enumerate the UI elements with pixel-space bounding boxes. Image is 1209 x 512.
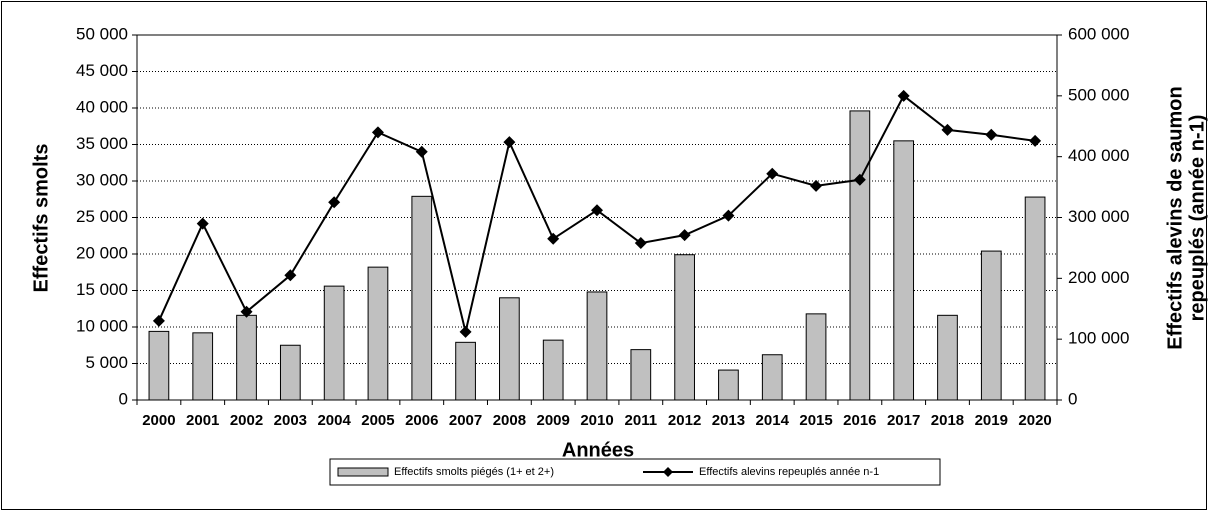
marker xyxy=(328,196,341,209)
y-tick-label: 20 000 xyxy=(76,243,128,262)
marker xyxy=(503,136,516,149)
y2-tick-label: 600 000 xyxy=(1068,24,1129,43)
y-tick-label: 40 000 xyxy=(76,97,128,116)
x-tick-label: 2002 xyxy=(230,412,263,429)
bar xyxy=(455,341,476,401)
x-tick-label: 2003 xyxy=(274,412,307,429)
marker xyxy=(897,89,910,102)
legend-swatch xyxy=(663,467,673,477)
marker xyxy=(853,173,866,186)
bar xyxy=(192,332,214,401)
x-tick-label: 2011 xyxy=(625,412,658,429)
bar xyxy=(805,313,827,401)
x-tick-label: 2001 xyxy=(186,412,219,429)
x-tick-label: 2010 xyxy=(580,412,613,429)
y-tick-label: 25 000 xyxy=(76,207,128,226)
y-tick-label: 35 000 xyxy=(76,134,128,153)
y-tick-label: 15 000 xyxy=(76,280,128,299)
marker xyxy=(547,232,560,245)
bar xyxy=(1024,196,1046,401)
marker xyxy=(766,167,779,180)
marker xyxy=(196,217,209,230)
marker xyxy=(591,204,603,217)
x-tick-label: 2013 xyxy=(712,412,745,429)
legend-label: Effectifs alevins repeuplés année n-1 xyxy=(699,466,879,478)
x-tick-label: 2005 xyxy=(361,412,394,429)
bar xyxy=(367,266,389,401)
y-tick-label: 10 000 xyxy=(76,316,128,335)
bar xyxy=(148,330,170,401)
marker xyxy=(240,305,253,318)
bar xyxy=(937,314,958,401)
marker xyxy=(634,237,647,250)
x-tick-label: 2015 xyxy=(799,412,832,429)
x-tick-label: 2018 xyxy=(931,412,964,429)
bar xyxy=(630,349,652,401)
legend-swatch xyxy=(337,467,389,477)
bar xyxy=(761,354,783,401)
x-tick-label: 2016 xyxy=(843,412,876,429)
legend-label: Effectifs smolts piégés (1+ et 2+) xyxy=(394,466,554,478)
marker xyxy=(415,145,428,158)
marker xyxy=(371,126,384,139)
bar xyxy=(849,110,871,401)
y2-tick-label: 400 000 xyxy=(1068,146,1129,165)
marker xyxy=(459,325,472,338)
bar xyxy=(279,344,301,401)
bar xyxy=(411,195,433,401)
y-tick-label: 50 000 xyxy=(76,24,128,43)
x-tick-label: 2004 xyxy=(317,412,351,429)
x-axis-title: Années xyxy=(562,439,634,461)
x-tick-label: 2012 xyxy=(668,412,701,429)
y-axis-title: Effectifs smolts xyxy=(30,144,52,293)
bar xyxy=(674,254,695,401)
marker xyxy=(810,179,823,192)
marker xyxy=(284,269,297,282)
x-tick-label: 2000 xyxy=(142,412,175,429)
x-tick-label: 2008 xyxy=(493,412,526,429)
marker xyxy=(678,229,691,242)
marker xyxy=(722,209,735,222)
x-tick-label: 2007 xyxy=(449,412,482,429)
marker xyxy=(152,314,165,327)
y2-tick-label: 0 xyxy=(1068,389,1077,408)
y-tick-label: 30 000 xyxy=(76,170,128,189)
x-tick-label: 2017 xyxy=(887,412,920,429)
y-tick-label: 5 000 xyxy=(85,353,128,372)
bar xyxy=(893,140,915,401)
bar xyxy=(718,369,739,401)
bar xyxy=(499,297,520,401)
y-tick-label: 45 000 xyxy=(76,61,128,80)
y2-tick-label: 200 000 xyxy=(1068,268,1129,287)
bar xyxy=(586,291,608,401)
marker xyxy=(985,128,998,141)
x-tick-label: 2006 xyxy=(405,412,438,429)
bar xyxy=(980,250,1002,401)
y2-axis-title: Effectifs alevins de saumon xyxy=(1164,86,1186,349)
legend-box xyxy=(329,458,941,486)
y2-tick-label: 500 000 xyxy=(1068,85,1129,104)
x-tick-label: 2019 xyxy=(975,412,1008,429)
x-tick-label: 2014 xyxy=(756,412,790,429)
x-tick-label: 2020 xyxy=(1018,412,1051,429)
marker xyxy=(1029,134,1042,147)
marker xyxy=(941,123,954,136)
bar xyxy=(542,339,564,401)
y2-tick-label: 300 000 xyxy=(1068,207,1129,226)
y-tick-label: 0 xyxy=(119,389,128,408)
bar xyxy=(236,314,257,401)
x-tick-label: 2009 xyxy=(537,412,570,429)
y2-axis-title: repeuplés (année n-1) xyxy=(1186,115,1208,322)
y2-tick-label: 100 000 xyxy=(1068,329,1129,348)
bar xyxy=(323,285,345,401)
